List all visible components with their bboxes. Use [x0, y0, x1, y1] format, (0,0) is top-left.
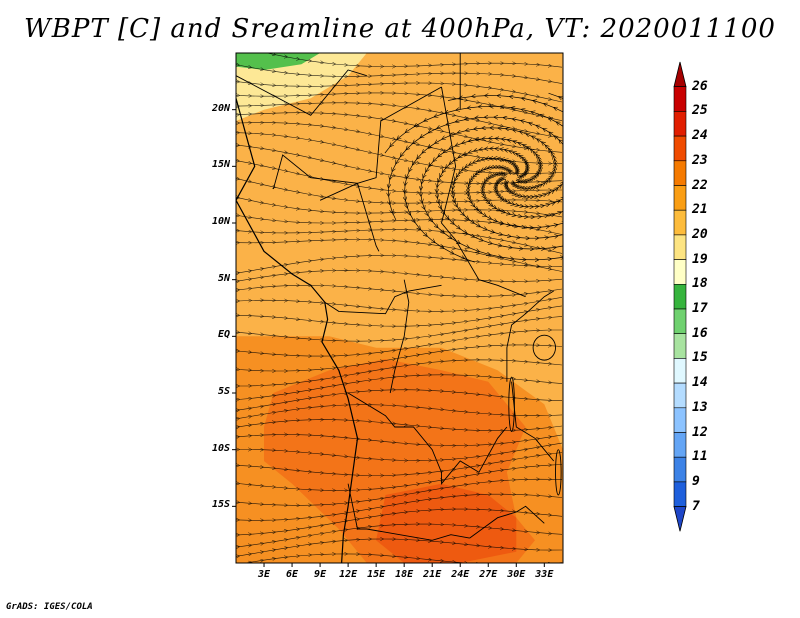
- streamline: [236, 270, 563, 283]
- country-border: [347, 483, 470, 541]
- colorbar-bin: [673, 283, 687, 310]
- figure-title: WBPT [C] and Sreamline at 400hPa, VT: 20…: [24, 14, 776, 44]
- lon-label: 27E: [479, 569, 498, 580]
- colorbar-bin: [673, 358, 687, 384]
- lon-label: 24E: [451, 569, 470, 580]
- streamline: [226, 554, 563, 563]
- lon-label: 21E: [423, 569, 442, 580]
- colorbar-level-label: 20: [692, 226, 708, 242]
- lon-label: 30E: [507, 569, 526, 580]
- lat-label: 20N: [211, 102, 230, 114]
- colorbar-level-label: 23: [692, 152, 708, 168]
- country-border: [324, 284, 442, 315]
- lon-label: 9E: [314, 569, 327, 580]
- lon-label: 33E: [535, 569, 554, 580]
- colorbar-level-label: 22: [692, 177, 708, 193]
- lon-label: 3E: [257, 569, 271, 580]
- streamline: [236, 405, 563, 421]
- coastline: [236, 98, 359, 563]
- colorbar-level-label: 13: [692, 399, 708, 415]
- streamline: [236, 539, 563, 558]
- lat-label: 5S: [217, 386, 230, 397]
- lat-label: 5N: [217, 272, 230, 284]
- colorbar-bin: [673, 308, 687, 335]
- colorbar-bin: [673, 456, 687, 483]
- lat-label: 10S: [211, 442, 230, 454]
- colorbar-bin: [673, 209, 687, 236]
- streamline: [236, 80, 563, 103]
- colorbar-bin: [673, 432, 687, 458]
- colorbar-level-label: 24: [692, 128, 708, 144]
- streamlines: [226, 53, 563, 563]
- colorbar-bin: [673, 111, 687, 137]
- lon-label: 12E: [339, 569, 358, 580]
- colorbar-level-label: 17: [692, 301, 708, 316]
- lat-label: 15N: [211, 159, 230, 171]
- colorbar-level-label: 16: [692, 325, 708, 341]
- country-border: [347, 392, 508, 485]
- lake-outline: [555, 449, 562, 496]
- colorbar-level-label: 7: [692, 498, 700, 514]
- lat-label: 10N: [211, 216, 230, 227]
- colorbar-bin: [673, 86, 687, 112]
- colorbar-level-label: 19: [692, 251, 708, 267]
- colorbar-bin: [673, 160, 687, 186]
- colorbar-level-label: 12: [692, 424, 708, 440]
- colorbar-bottom-arrow: [673, 506, 687, 532]
- colorbar-bin: [673, 333, 687, 359]
- colorbar-level-label: 15: [692, 350, 708, 366]
- colorbar-top-arrow: [673, 61, 687, 88]
- colorbar-bin: [673, 259, 687, 285]
- colorbar-bin: [673, 135, 687, 162]
- country-border: [357, 86, 442, 184]
- colorbar-bin: [673, 481, 687, 507]
- grads-credit: GrADS: IGES/COLA: [6, 602, 93, 612]
- streamline: [236, 285, 563, 296]
- lon-label: 6E: [286, 569, 299, 580]
- colorbar-level-label: 14: [692, 375, 708, 391]
- streamline: [236, 213, 563, 235]
- country-border: [506, 290, 554, 382]
- country-border: [469, 505, 545, 539]
- colorbar-level-label: 18: [692, 276, 708, 292]
- colorbar-level-label: 26: [692, 78, 708, 94]
- colorbar-level-label: 11: [692, 449, 708, 465]
- lat-label: EQ: [217, 329, 230, 341]
- streamline: [236, 390, 563, 412]
- lat-label: 15S: [211, 499, 230, 511]
- colorbar-bin: [673, 185, 687, 211]
- axis-ticks: [232, 109, 545, 567]
- lon-label: 18E: [395, 569, 414, 580]
- colorbar-bin: [673, 234, 687, 260]
- colorbar-level-label: 25: [692, 103, 708, 119]
- country-border: [389, 279, 410, 394]
- country-border: [441, 86, 526, 298]
- lon-label: 15E: [367, 569, 386, 580]
- streamline: [236, 195, 563, 218]
- country-border: [319, 182, 358, 201]
- coastlines-and-borders: [236, 53, 562, 563]
- lake-outline: [532, 334, 556, 361]
- streamline: [236, 63, 563, 84]
- lake-outline: [508, 376, 515, 432]
- map-frame: [235, 52, 564, 564]
- country-border: [236, 69, 367, 116]
- streamline: [236, 420, 563, 431]
- colorbar-level-label: 21: [692, 202, 708, 218]
- colorbar-level-label: 9: [692, 473, 700, 489]
- colorbar-bin: [673, 407, 687, 433]
- colorbar-bin: [673, 382, 687, 409]
- streamline: [236, 435, 563, 446]
- country-border: [272, 154, 380, 252]
